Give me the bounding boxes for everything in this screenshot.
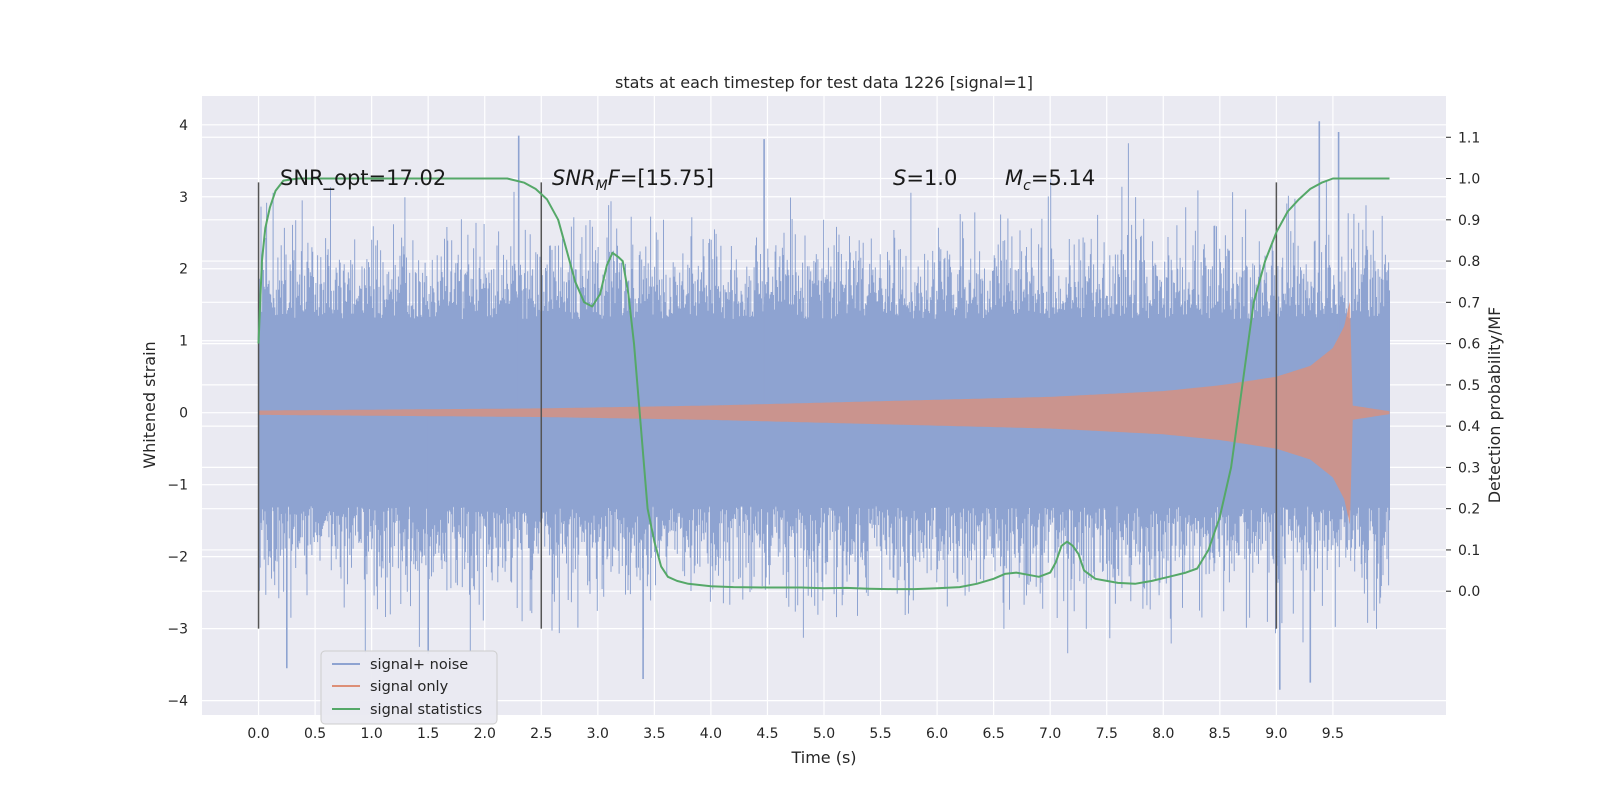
legend: signal+ noise signal only signal statist… <box>320 650 498 725</box>
right-tick-label: 0.4 <box>1458 419 1480 435</box>
statistics-line <box>257 177 1390 591</box>
x-tick-label: 4.0 <box>700 726 722 742</box>
x-tick-label: 2.0 <box>474 726 496 742</box>
x-tick-label: 9.5 <box>1322 726 1344 742</box>
x-tick-label: 7.0 <box>1039 726 1061 742</box>
annotation-mc: Mc=5.14 <box>1005 166 1095 194</box>
right-tick-label: 0.5 <box>1458 378 1480 394</box>
right-tick-label: 0.1 <box>1458 543 1480 559</box>
y-tick-label: −4 <box>167 694 188 710</box>
x-tick-label: 3.0 <box>587 726 609 742</box>
right-tick-label: 0.0 <box>1458 584 1480 600</box>
x-tick-label: 5.5 <box>869 726 891 742</box>
y-tick-label: 4 <box>179 118 188 134</box>
right-tick-label: 0.7 <box>1458 295 1480 311</box>
y-tick-label: 0 <box>179 406 188 422</box>
x-tick-label: 8.5 <box>1209 726 1231 742</box>
right-axis-label: Detection probability/MF <box>1485 307 1504 504</box>
x-tick-label: 4.5 <box>756 726 778 742</box>
y-tick-label: 1 <box>179 334 188 350</box>
x-tick-label: 9.0 <box>1265 726 1287 742</box>
right-tick-label: 0.2 <box>1458 502 1480 518</box>
x-tick-label: 0.5 <box>304 726 326 742</box>
signal-only-series <box>258 301 1390 525</box>
annotation-s: S=1.0 <box>893 166 957 190</box>
legend-label-noise: signal+ noise <box>370 657 468 673</box>
y-tick-label: −3 <box>167 622 188 638</box>
right-tick-label: 0.6 <box>1458 337 1480 353</box>
right-tick-label: 0.8 <box>1458 254 1480 270</box>
signal-only-fill <box>258 301 1390 525</box>
y-tick-label: −1 <box>167 478 188 494</box>
right-tick-label: 1.0 <box>1458 172 1480 188</box>
x-tick-label: 1.0 <box>361 726 383 742</box>
right-tick-label: 0.9 <box>1458 213 1480 229</box>
y-axis-label: Whitened strain <box>140 341 159 468</box>
x-tick-label: 6.0 <box>926 726 948 742</box>
y-tick-label: 2 <box>179 262 188 278</box>
x-tick-label: 5.0 <box>813 726 835 742</box>
right-axis-ticks: 1.1 1.0 0.9 0.8 0.7 0.6 0.5 0.4 0.3 0.2 0.1 0.0 <box>1446 130 1480 600</box>
right-tick-label: 0.3 <box>1458 460 1480 476</box>
y-tick-label: 3 <box>179 190 188 206</box>
x-tick-label: 7.5 <box>1096 726 1118 742</box>
chart-title: stats at each timestep for test data 122… <box>615 73 1033 92</box>
legend-box <box>320 650 498 725</box>
x-axis-ticks: 0.0 0.5 1.0 1.5 2.0 2.5 3.0 3.5 4.0 4.5 5.0 5.5 6.0 6… <box>247 726 1344 742</box>
legend-label-statistics: signal statistics <box>370 702 482 718</box>
x-tick-label: 3.5 <box>643 726 665 742</box>
y-tick-label: −2 <box>167 550 188 566</box>
y-axis-ticks: 4 3 2 1 0 −1 −2 −3 −4 <box>167 118 188 710</box>
x-tick-label: 0.0 <box>247 726 269 742</box>
annotation-snr-opt: SNR_opt=17.02 <box>280 166 446 191</box>
signal-statistics-series <box>257 177 1390 591</box>
annotation-snr-mf: SNRMF=[15.75] <box>552 166 714 194</box>
right-tick-label: 1.1 <box>1458 130 1480 146</box>
legend-label-signal: signal only <box>370 679 449 695</box>
x-tick-label: 8.0 <box>1152 726 1174 742</box>
x-tick-label: 2.5 <box>530 726 552 742</box>
x-axis-label: Time (s) <box>790 748 856 767</box>
x-tick-label: 6.5 <box>983 726 1005 742</box>
vertical-markers <box>257 182 1278 629</box>
x-tick-label: 1.5 <box>417 726 439 742</box>
